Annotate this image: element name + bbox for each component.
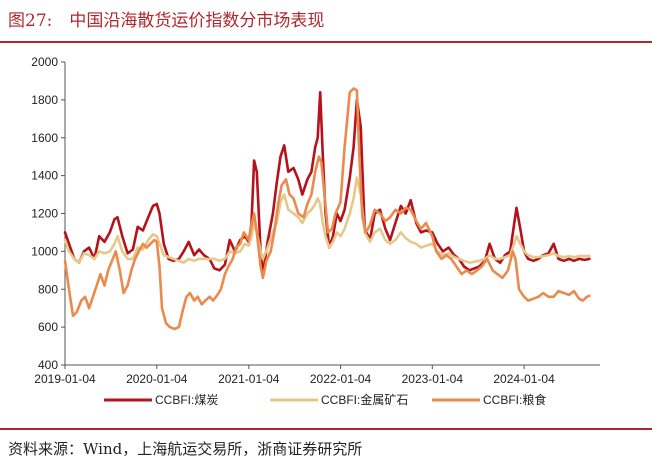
source-note: 资料来源：Wind，上海航运交易所，浙商证券研究所 [8,440,363,458]
source-rule [0,428,652,430]
x-tick-label: 2023-01-04 [402,372,464,386]
x-tick-label: 2022-01-04 [310,372,372,386]
x-tick-label: 2020-01-04 [126,372,188,386]
y-tick-label: 400 [38,358,58,372]
y-tick-label: 1200 [31,207,58,221]
y-tick-label: 1000 [31,244,58,258]
legend-label-3: CCBFI:粮食 [483,392,546,407]
series-line-3 [63,87,591,331]
series-line-2 [63,176,591,265]
y-tick-label: 1400 [31,169,58,183]
x-tick-label: 2021-01-04 [218,372,280,386]
title-rule [0,41,652,43]
legend-label-2: CCBFI:金属矿石 [321,392,408,407]
line-chart: 400 600 800 1000 1200 1400 1600 1800 2000 2019-01… [31,55,600,407]
series-line-1 [63,91,591,276]
y-tick-label: 600 [38,320,58,334]
y-tick-label: 1800 [31,93,58,107]
y-tick-label: 1600 [31,131,58,145]
figure-title: 图27: 中国沿海散货运价指数分市场表现 [8,11,325,31]
legend-label-1: CCBFI:煤炭 [155,393,218,407]
y-tick-label: 2000 [31,55,58,69]
y-tick-label: 800 [38,282,58,296]
x-tick-label: 2019-01-04 [34,372,96,386]
x-tick-label: 2024-01-04 [493,372,555,386]
